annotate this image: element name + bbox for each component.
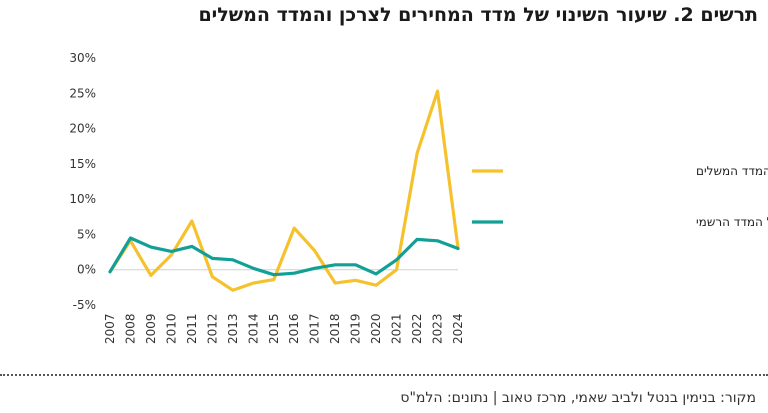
x-axis: 2007 2008 2009 2010 2011 2012 2013 2014 2015 2016… [103,269,465,344]
y-tick-label: 20% [69,122,96,136]
x-tick-label: 2007 [103,313,117,344]
x-tick-label: 2019 [349,313,363,344]
x-tick-label: 2021 [390,313,404,344]
y-tick-label: -5% [73,298,96,312]
x-tick-label: 2018 [328,313,342,344]
x-tick-label: 2014 [246,313,260,344]
series-lines [108,89,460,292]
x-tick-label: 2009 [144,313,158,344]
y-tick-label: 30% [69,51,96,65]
x-tick-label: 2013 [226,313,240,344]
y-tick-label: 0% [77,263,96,277]
divider [0,374,768,376]
y-tick-label: 5% [77,227,96,241]
x-tick-label: 2024 [451,313,465,344]
line-chart: -5%0%5%10%15%20%25%30% 2007 2008 2009 2010 2… [69,51,768,344]
x-tick-label: 2008 [123,313,137,344]
y-tick-label: 25% [69,86,96,100]
y-tick-label: 15% [69,157,96,171]
x-tick-label: 2017 [308,313,322,344]
legend-label-0: שיעור השינוי של המדד המשלים [696,164,768,178]
legend-label-1: שיעור השינוי של המדד הרשמי [696,215,768,229]
x-tick-label: 2011 [185,313,199,344]
x-tick-label: 2020 [369,313,383,344]
x-tick-label: 2010 [164,313,178,344]
x-tick-label: 2012 [205,313,219,344]
series-line-1 [108,236,460,277]
legend: שיעור השינוי של המדד המשלים שיעור השינוי … [472,164,768,229]
y-axis: -5% 0% 5% 10% 15% 20% 25% 30% [69,51,96,312]
y-tick-label: 10% [69,192,96,206]
x-tick-label: 2022 [410,313,424,344]
x-tick-label: 2023 [431,313,445,344]
x-tick-label: 2015 [267,313,281,344]
source-note: מקור: בנימין בנטל ולביב שאמי, מרכז טאוב … [400,390,756,406]
series-line-0 [108,89,460,292]
x-tick-label: 2016 [287,313,301,344]
chart-title: תרשים 2. שיעור השינוי של מדד המחירים לצר… [198,4,758,26]
